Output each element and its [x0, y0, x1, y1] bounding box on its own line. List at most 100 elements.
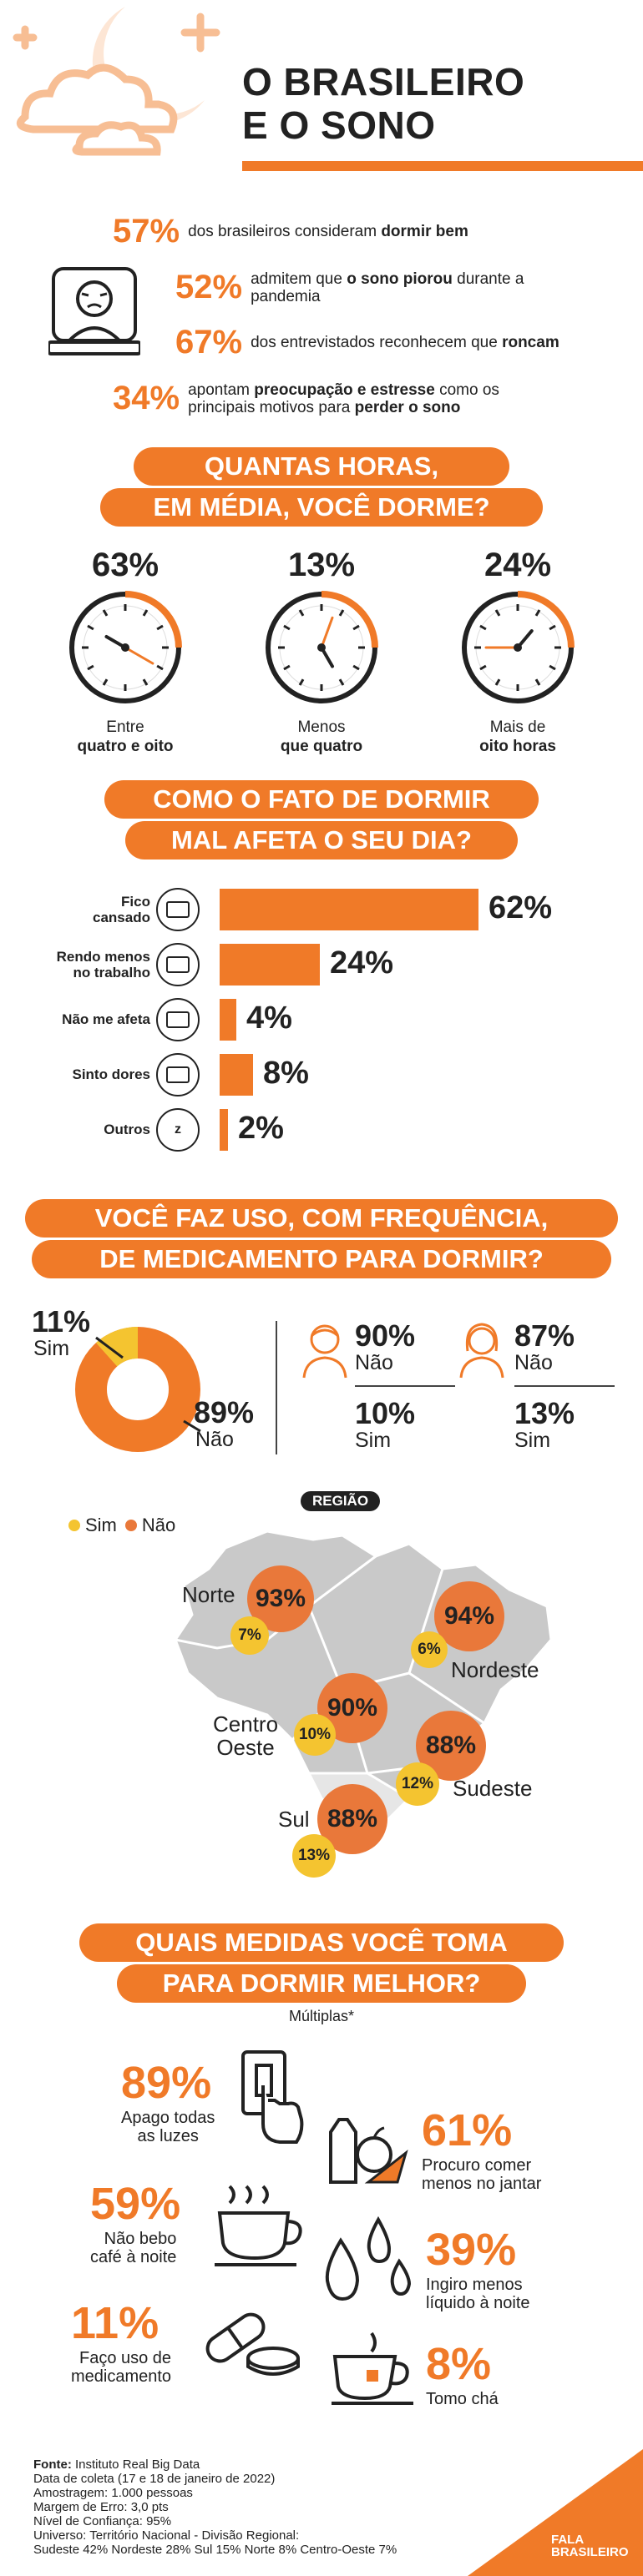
meds-no-pct: 89%	[194, 1395, 255, 1429]
woman-icon	[459, 1323, 504, 1379]
region-nordeste-label: Nordeste	[451, 1657, 539, 1682]
bar-value: 24%	[330, 945, 394, 980]
bar-value: 4%	[246, 1001, 292, 1036]
coffee-cup-icon	[215, 2185, 302, 2266]
measure-cafe: 59% Não bebo café à noite	[90, 2179, 181, 2266]
region-legend: Sim Não	[68, 1515, 175, 1536]
footer-source: Fonte: Instituto Real Big Data Data de c…	[33, 2458, 397, 2557]
legend-yes-dot	[68, 1520, 80, 1531]
moon-clouds-illustration	[13, 7, 220, 156]
centro-oeste-yes-circle: 10%	[294, 1714, 336, 1756]
measure-jantar: 61% Procuro comer menos no jantar	[422, 2105, 542, 2193]
effect-title-pill-1: COMO O FATO DE DORMIR	[104, 780, 539, 819]
women-divider	[514, 1385, 615, 1387]
stat-sono-piorou: 52% admitem que o sono piorou durante a …	[175, 269, 524, 305]
bar-value: 2%	[238, 1111, 284, 1146]
meds-title-pill-1: VOCÊ FAZ USO, COM FREQUÊNCIA,	[25, 1199, 618, 1238]
clock-label: Mais de oito horas	[479, 718, 556, 755]
measures-subtitle: Múltiplas*	[288, 2008, 355, 2024]
clock-label: Menos que quatro	[280, 718, 363, 755]
zzz-icon: z	[156, 1108, 200, 1152]
nordeste-no-circle: 94%	[434, 1581, 504, 1651]
bar-label: Sinto dores	[72, 1066, 150, 1082]
measure-liquido: 39% Ingiro menos líquido à noite	[426, 2225, 530, 2312]
women-yes-pct: 13%	[514, 1396, 575, 1430]
effect-title-pill-2: MAL AFETA O SEU DIA?	[125, 821, 518, 860]
meds-yes-label: Sim	[33, 1337, 70, 1360]
sleepy-person-icon	[48, 267, 140, 355]
happy-bed-icon	[156, 998, 200, 1041]
clock-pct: 63%	[91, 547, 159, 583]
headache-icon	[156, 1053, 200, 1096]
clock-item: 63% Entre quatro e oito	[50, 547, 200, 756]
clock-pct: 24%	[484, 547, 552, 583]
clock-pct: 13%	[287, 547, 356, 583]
sudeste-yes-circle: 12%	[396, 1762, 439, 1806]
bar-label: Fico cansado	[93, 894, 150, 925]
clock-icon	[462, 591, 575, 703]
man-icon	[302, 1324, 347, 1379]
stat-preocupacao: 34% apontam preocupação e estresse como …	[113, 380, 499, 416]
bar	[220, 1054, 253, 1096]
meds-title-pill-2: DE MEDICAMENTO PARA DORMIR?	[32, 1240, 611, 1278]
legend-yes-label: Sim	[85, 1515, 117, 1535]
region-norte-label: Norte	[182, 1582, 235, 1607]
clock-item: 24% Mais de oito horas	[443, 547, 593, 756]
pills-icon	[205, 2312, 300, 2376]
women-no-pct: 87%	[514, 1318, 575, 1353]
bar-label: Outros	[104, 1122, 150, 1137]
tea-cup-icon	[332, 2332, 413, 2405]
measures-title-pill-1: QUAIS MEDIDAS VOCÊ TOMA	[79, 1923, 564, 1962]
norte-no-circle: 93%	[247, 1565, 314, 1632]
header-bar	[242, 161, 643, 171]
clock-label: Entre quatro e oito	[77, 718, 174, 755]
water-drops-icon	[325, 2216, 412, 2301]
men-no-label: Não	[355, 1351, 393, 1374]
light-switch-icon	[241, 2050, 304, 2144]
women-no-label: Não	[514, 1351, 553, 1374]
bar	[220, 944, 320, 986]
nordeste-yes-circle: 6%	[411, 1631, 448, 1668]
bar	[220, 889, 478, 930]
clock-icon	[69, 591, 182, 703]
centro-oeste-no-circle: 90%	[317, 1673, 387, 1743]
meds-yes-pct: 11%	[32, 1304, 91, 1338]
men-yes-pct: 10%	[355, 1396, 416, 1430]
men-no-pct: 90%	[355, 1318, 416, 1353]
bar-value: 62%	[489, 890, 553, 925]
sul-yes-circle: 13%	[292, 1834, 336, 1878]
meds-donut-chart	[75, 1326, 201, 1452]
men-divider	[355, 1385, 455, 1387]
stat-roncam: 67% dos entrevistados reconhecem que ron…	[175, 324, 559, 360]
food-icon	[329, 2118, 408, 2184]
women-yes-label: Sim	[514, 1429, 551, 1452]
legend-no-dot	[124, 1520, 137, 1531]
men-yes-label: Sim	[355, 1429, 392, 1452]
clocks-row: 63% Entre quatro e oito 13% Menos que quatro 2…	[0, 547, 643, 764]
region-sul-label: Sul	[278, 1807, 310, 1832]
norte-yes-circle: 7%	[230, 1616, 269, 1655]
bar	[220, 999, 236, 1041]
donut-no-slice	[75, 1327, 200, 1452]
bar-label: Rendo menos no trabalho	[56, 949, 150, 980]
bar	[220, 1109, 228, 1151]
battery-icon	[156, 888, 200, 931]
region-centro-oeste-label: Centro Oeste	[213, 1711, 279, 1760]
meds-no-label: Não	[195, 1428, 234, 1451]
stat-dormir-bem: 57% dos brasileiros consideram dormir be…	[113, 213, 468, 250]
region-badge: REGIÃO	[301, 1491, 381, 1511]
donut-yes-slice	[95, 1326, 139, 1368]
measure-luzes: 89% Apago todas as luzes	[121, 2058, 215, 2145]
clock-icon	[266, 591, 378, 703]
meds-divider	[276, 1321, 277, 1454]
page-title: O BRASILEIRO E O SONO	[242, 60, 525, 147]
clock-item: 13% Menos que quatro	[246, 547, 397, 756]
brand-logo: FALA BRASILEIRO	[551, 2533, 629, 2559]
legend-no-label: Não	[141, 1515, 176, 1535]
footer-triangle	[468, 2449, 643, 2576]
region-sudeste-label: Sudeste	[453, 1776, 533, 1801]
measures-title-pill-2: PARA DORMIR MELHOR?	[117, 1964, 526, 2003]
bar-value: 8%	[263, 1056, 309, 1091]
effect-bar-chart: Fico cansado 62% Rendo menos no trabalho 24% N…	[0, 876, 643, 1177]
worker-icon	[156, 943, 200, 986]
